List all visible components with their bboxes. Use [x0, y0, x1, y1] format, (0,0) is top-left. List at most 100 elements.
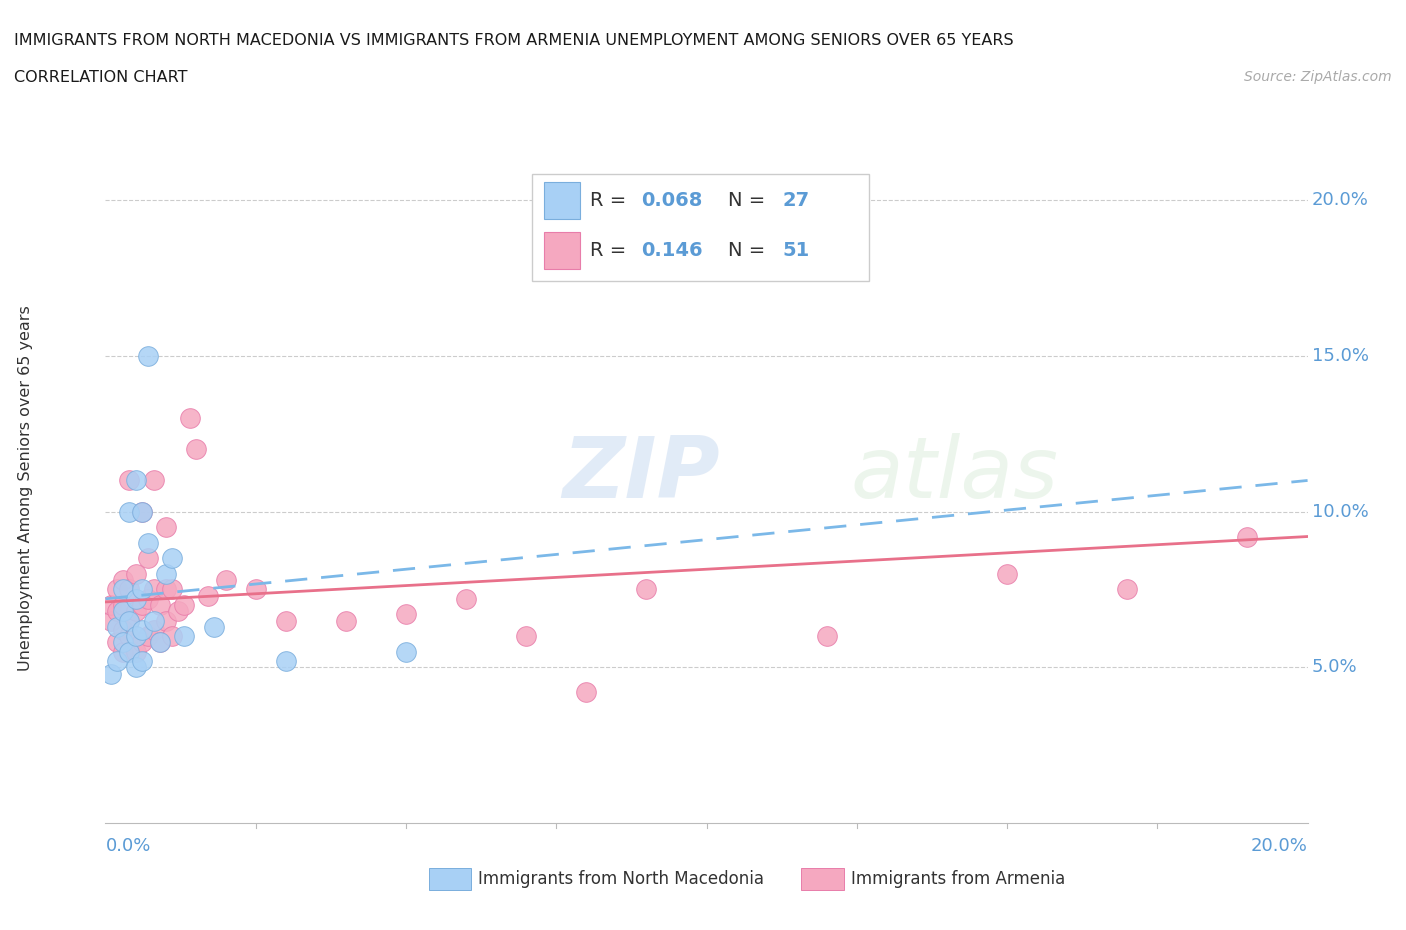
Point	[136, 349, 159, 364]
Point	[815, 629, 838, 644]
Point	[124, 629, 146, 644]
Point	[118, 644, 141, 659]
Text: N =: N =	[728, 241, 772, 260]
Point	[1116, 582, 1139, 597]
Point	[131, 504, 153, 519]
Point	[107, 582, 129, 597]
Point	[148, 635, 170, 650]
Point	[112, 622, 135, 637]
Point	[395, 644, 418, 659]
Point	[112, 644, 135, 659]
Point	[118, 582, 141, 597]
Point	[202, 619, 225, 634]
Text: Immigrants from North Macedonia: Immigrants from North Macedonia	[478, 870, 763, 888]
Point	[118, 629, 141, 644]
Point	[515, 629, 537, 644]
Point	[124, 473, 146, 488]
Text: Unemployment Among Seniors over 65 years: Unemployment Among Seniors over 65 years	[18, 305, 32, 671]
Point	[112, 635, 135, 650]
Point	[142, 622, 165, 637]
Point	[112, 604, 135, 618]
Point	[179, 411, 201, 426]
Point	[131, 622, 153, 637]
Text: ZIP: ZIP	[562, 433, 720, 516]
Point	[118, 473, 141, 488]
Point	[148, 598, 170, 613]
Point	[131, 598, 153, 613]
Point	[142, 582, 165, 597]
Point	[136, 591, 159, 606]
Point	[107, 654, 129, 669]
Point	[166, 604, 188, 618]
Text: Source: ZipAtlas.com: Source: ZipAtlas.com	[1244, 70, 1392, 84]
Point	[112, 582, 135, 597]
Point	[575, 684, 598, 699]
Text: 20.0%: 20.0%	[1251, 837, 1308, 855]
Point	[100, 666, 122, 681]
Point	[335, 613, 357, 628]
Point	[124, 660, 146, 675]
Point	[636, 582, 658, 597]
Text: CORRELATION CHART: CORRELATION CHART	[14, 70, 187, 85]
Text: IMMIGRANTS FROM NORTH MACEDONIA VS IMMIGRANTS FROM ARMENIA UNEMPLOYMENT AMONG SE: IMMIGRANTS FROM NORTH MACEDONIA VS IMMIG…	[14, 33, 1014, 47]
Point	[136, 551, 159, 565]
Point	[142, 613, 165, 628]
Point	[107, 604, 129, 618]
Text: 20.0%: 20.0%	[1312, 192, 1368, 209]
Text: R =: R =	[591, 191, 633, 210]
Point	[274, 654, 297, 669]
Point	[454, 591, 477, 606]
Point	[155, 613, 177, 628]
Point	[160, 551, 183, 565]
Point	[214, 573, 236, 588]
Point	[124, 566, 146, 581]
Point	[160, 629, 183, 644]
Point	[124, 644, 146, 659]
Text: 0.068: 0.068	[641, 191, 703, 210]
Point	[274, 613, 297, 628]
Point	[107, 619, 129, 634]
Point	[118, 504, 141, 519]
Point	[173, 598, 195, 613]
FancyBboxPatch shape	[544, 232, 581, 269]
Text: 0.0%: 0.0%	[105, 837, 150, 855]
Point	[395, 607, 418, 622]
Text: 0.146: 0.146	[641, 241, 703, 260]
Point	[112, 573, 135, 588]
Point	[131, 504, 153, 519]
Point	[160, 582, 183, 597]
Point	[155, 520, 177, 535]
Point	[696, 255, 718, 270]
Point	[136, 629, 159, 644]
Point	[245, 582, 267, 597]
Point	[131, 635, 153, 650]
Point	[155, 566, 177, 581]
Point	[131, 654, 153, 669]
Point	[124, 604, 146, 618]
Text: atlas: atlas	[851, 433, 1059, 516]
Text: 10.0%: 10.0%	[1312, 502, 1368, 521]
Text: 51: 51	[782, 241, 810, 260]
Point	[197, 589, 219, 604]
Text: 15.0%: 15.0%	[1312, 347, 1369, 365]
Point	[1236, 529, 1258, 544]
Text: R =: R =	[591, 241, 633, 260]
Point	[118, 613, 141, 628]
Point	[131, 582, 153, 597]
FancyBboxPatch shape	[544, 182, 581, 219]
Text: Immigrants from Armenia: Immigrants from Armenia	[851, 870, 1064, 888]
Point	[142, 473, 165, 488]
Point	[100, 598, 122, 613]
Point	[100, 613, 122, 628]
Point	[107, 635, 129, 650]
Point	[155, 582, 177, 597]
Point	[173, 629, 195, 644]
Text: 5.0%: 5.0%	[1312, 658, 1357, 676]
Point	[136, 536, 159, 551]
FancyBboxPatch shape	[533, 174, 869, 281]
Point	[995, 566, 1018, 581]
Text: N =: N =	[728, 191, 772, 210]
Point	[124, 591, 146, 606]
Point	[112, 598, 135, 613]
Point	[148, 635, 170, 650]
